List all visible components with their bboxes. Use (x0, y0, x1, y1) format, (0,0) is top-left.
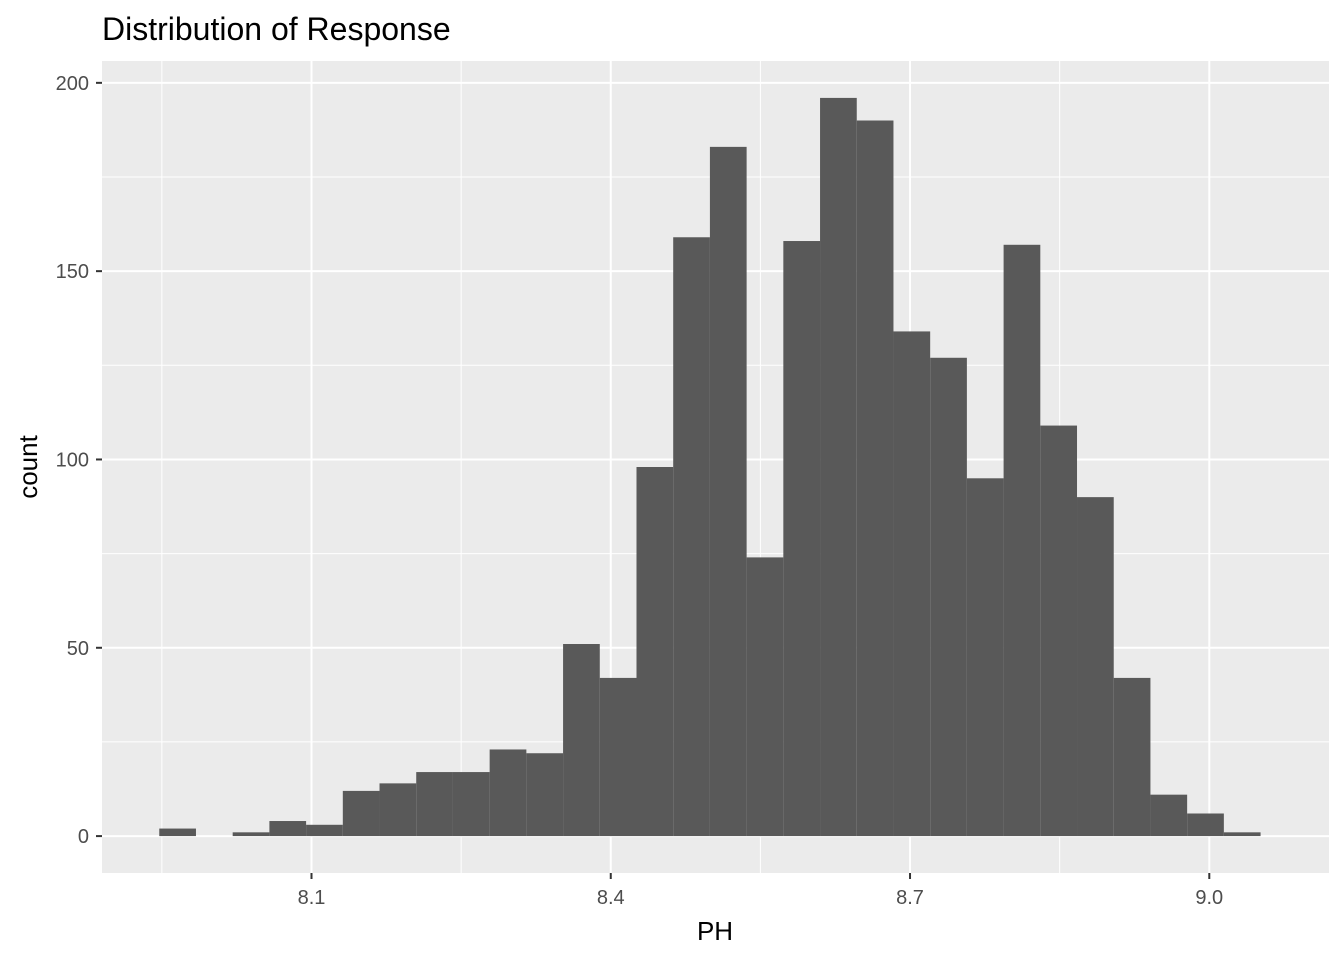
histogram-bar (856, 120, 894, 837)
histogram-bar (599, 677, 637, 837)
histogram-bar (416, 772, 453, 837)
x-axis: 8.1 8.4 8.7 9.0 (298, 873, 1223, 909)
histogram-bars (159, 97, 1261, 837)
chart-title: Distribution of Response (102, 11, 451, 47)
y-tick-label: 200 (56, 73, 89, 95)
histogram-bar (342, 790, 380, 837)
histogram-bar (783, 241, 821, 837)
x-axis-title: PH (697, 916, 733, 946)
histogram-bar (1040, 425, 1078, 837)
x-tick-label: 8.7 (896, 887, 924, 909)
histogram-bar (893, 331, 931, 837)
histogram-bar (306, 824, 343, 837)
histogram-bar (1187, 813, 1224, 837)
histogram-bar (489, 749, 527, 837)
histogram-bar (159, 828, 196, 837)
histogram-bar (930, 357, 967, 837)
histogram-bar (526, 753, 564, 837)
y-axis: 0 50 100 150 200 (56, 73, 102, 848)
y-tick-label: 50 (67, 638, 89, 660)
histogram-bar (673, 237, 710, 837)
histogram-bar (746, 557, 784, 837)
histogram-bar (1113, 677, 1151, 837)
histogram-bar (1003, 244, 1041, 837)
histogram-bar (820, 97, 857, 837)
x-tick-label: 9.0 (1195, 887, 1223, 909)
histogram-bar (1077, 497, 1114, 837)
x-tick-label: 8.1 (298, 887, 326, 909)
y-axis-title: count (13, 434, 43, 498)
y-tick-label: 100 (56, 449, 89, 471)
y-tick-label: 150 (56, 261, 89, 283)
histogram-bar (636, 467, 674, 837)
histogram-bar (379, 783, 417, 837)
histogram-bar (1150, 794, 1188, 837)
histogram-bar (563, 644, 600, 837)
histogram-bar (452, 772, 490, 837)
histogram-bar (709, 146, 747, 837)
x-tick-label: 8.4 (597, 887, 625, 909)
histogram-bar (269, 821, 307, 837)
y-tick-label: 0 (78, 826, 89, 848)
histogram-bar (966, 478, 1004, 837)
histogram-bar (232, 832, 270, 837)
histogram-bar (1223, 832, 1261, 837)
